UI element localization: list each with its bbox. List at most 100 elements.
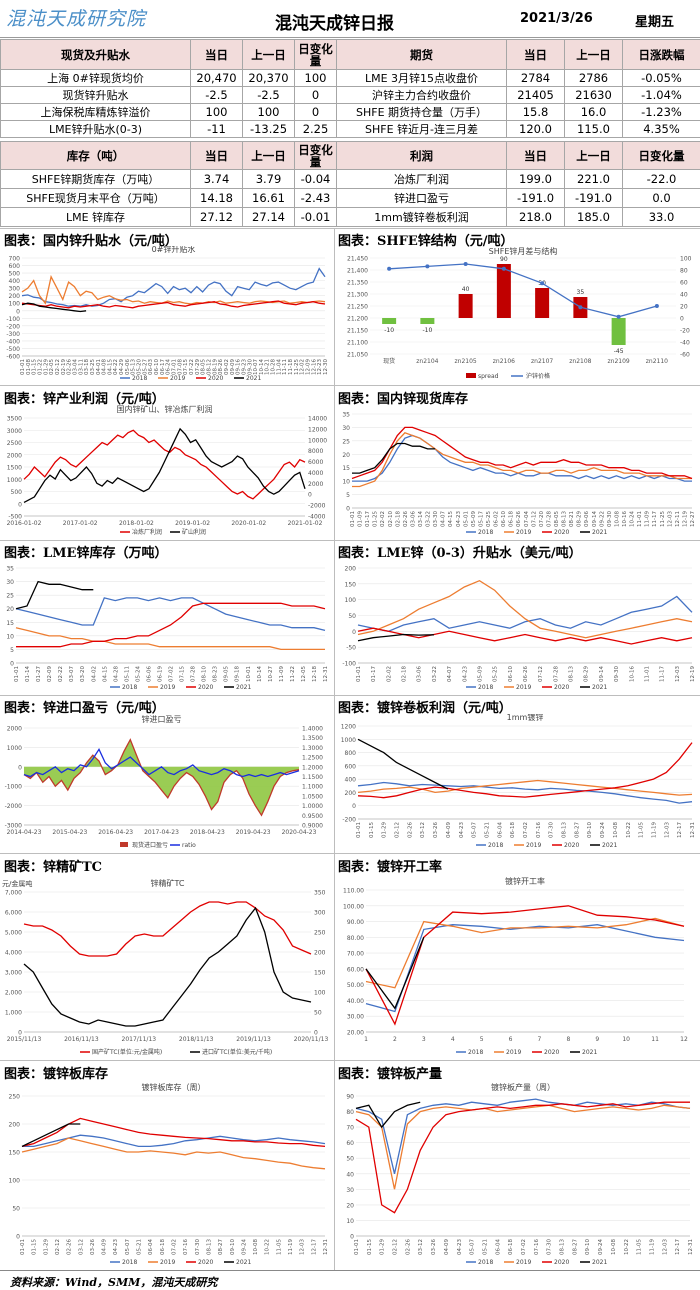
x-tick-label: 12-31	[323, 1239, 329, 1255]
x-tick-label: 08-19	[212, 359, 218, 375]
x-tick-label: 2015-04-23	[52, 829, 87, 836]
x-tick-label: 08-21	[569, 511, 575, 527]
legend-label: 2021	[236, 684, 251, 691]
y-tick-label: 1000	[7, 745, 22, 752]
x-tick-label: 11-19	[288, 1239, 294, 1255]
legend-label: 沪锌价格	[526, 372, 550, 380]
y-tick-label: 150	[9, 1150, 21, 1157]
y-tick-label: 5	[346, 492, 350, 499]
x-tick-label: 02-22	[58, 666, 64, 682]
series-line	[357, 781, 693, 804]
y-right-tick-label: 6000	[308, 459, 323, 466]
y-tick-label: 0	[352, 803, 356, 810]
x-tick-label: 10-08	[611, 1239, 617, 1255]
y-right-tick-label: 20	[680, 304, 688, 311]
y-tick-label: 200	[345, 790, 357, 797]
y-tick-label: 10	[6, 633, 14, 640]
y-tick-label: 21,300	[347, 292, 368, 299]
y-right-tick-label: 60	[680, 280, 688, 287]
y-tick-label: 0	[350, 1234, 354, 1241]
section-title-lme-spread: 图表：LME锌（0-3）升贴水（美元/吨）	[338, 546, 582, 561]
y-right-tick-label: 4000	[308, 470, 323, 477]
x-tick-label: 01-29	[43, 359, 49, 375]
table-cell: -0.01	[294, 207, 337, 227]
x-tick-label: 02-26	[407, 822, 413, 838]
series-line	[22, 1134, 326, 1148]
x-tick-label: 04-23	[113, 1239, 119, 1255]
legend-label: 2018	[488, 842, 503, 849]
y-tick-label: 0	[18, 1030, 22, 1037]
x-tick-label: 01-22	[37, 359, 43, 375]
x-tick-label: 07-29	[195, 359, 201, 375]
x-tick-label: 2021-01-02	[288, 520, 323, 527]
x-tick-label: 4	[451, 1036, 455, 1043]
series-line	[23, 901, 312, 957]
series-line	[15, 597, 326, 632]
legend-label: 2021	[582, 1049, 597, 1056]
x-tick-label: 07-08	[177, 359, 183, 375]
y-right-tick-label: 80	[680, 268, 688, 275]
table-cell: 100	[294, 69, 337, 87]
x-tick-label: 06-04	[495, 1239, 501, 1255]
x-tick-label: 08-29	[584, 666, 590, 682]
y-right-tick-label: 12000	[308, 426, 327, 433]
x-tick-label: 01-15	[32, 1239, 38, 1255]
series-line	[21, 267, 326, 307]
section-title-shfe-structure: 图表：SHFE锌结构（元/吨）	[338, 234, 514, 249]
x-tick-label: 现货	[383, 357, 395, 365]
x-tick-label: 03-30	[433, 511, 439, 527]
y-tick-label: 70	[346, 1125, 354, 1132]
series-line	[357, 633, 434, 642]
series-area	[24, 739, 299, 816]
x-tick-label: 01-08	[26, 359, 32, 375]
x-tick-label: zn2110	[646, 358, 668, 365]
y-tick-label: 200	[345, 566, 357, 573]
table-cell: 27.12	[190, 207, 243, 227]
table-cell: SHFE 锌近月-连三月差	[336, 120, 507, 138]
footer-source: 资料来源：Wind，SMM，混沌天成研究	[0, 1270, 700, 1290]
y-tick-label: 5,000	[5, 930, 22, 937]
x-tick-label: 08-23	[213, 666, 219, 682]
x-tick-label: 07-12	[538, 666, 544, 682]
x-tick-label: 02-09	[47, 666, 53, 682]
column-header: 日变化量	[294, 141, 337, 170]
x-tick-label: 09-18	[235, 666, 241, 682]
y-tick-label: -500	[8, 514, 22, 521]
y-tick-label: 1500	[7, 465, 22, 472]
y-tick-label: 100.00	[343, 903, 364, 910]
series-line	[357, 742, 693, 799]
x-tick-label: 8	[566, 1036, 570, 1043]
x-tick-label: 01-15	[32, 359, 38, 375]
series-line	[365, 905, 685, 1026]
x-tick-label: 01-01	[20, 359, 26, 375]
y-tick-label: 90	[346, 1094, 354, 1101]
x-tick-label: 10-08	[253, 1239, 259, 1255]
y-tick-label: 35	[6, 566, 14, 573]
x-tick-label: 05-17	[478, 511, 484, 527]
y-tick-label: -1000	[5, 784, 23, 791]
legend-label: 2019	[506, 1049, 521, 1056]
x-tick-label: 2020/11/13	[294, 1036, 329, 1043]
y-tick-label: 90.00	[347, 919, 364, 926]
legend-label: 2019	[516, 1259, 531, 1266]
legend-label: 2020	[198, 1259, 213, 1266]
x-tick-label: 03-12	[420, 822, 426, 838]
x-tick-label: 10-14	[259, 359, 265, 375]
x-tick-label: 07-28	[191, 666, 197, 682]
y-right-tick-label: 1.0500	[302, 793, 323, 800]
legend-label: 2021	[592, 529, 607, 536]
y-tick-label: 800	[345, 750, 357, 757]
y-right-tick-label: 250	[314, 930, 326, 937]
y-tick-label: 10	[346, 1218, 354, 1225]
legend-label: 2019	[516, 684, 531, 691]
table-cell: 冶炼厂利润	[336, 169, 507, 189]
x-tick-label: 07-15	[183, 359, 189, 375]
y-tick-label: 3,000	[5, 970, 22, 977]
x-tick-label: zn2107	[531, 358, 553, 365]
column-header: 上一日	[242, 39, 295, 70]
y-tick-label: 30.00	[347, 1014, 364, 1021]
y-right-tick-label: 0	[314, 1030, 318, 1037]
table-cell: 上海保税库精炼锌溢价	[0, 103, 191, 121]
x-tick-label: 08-13	[562, 822, 568, 838]
table-cell: 20,370	[242, 69, 295, 87]
